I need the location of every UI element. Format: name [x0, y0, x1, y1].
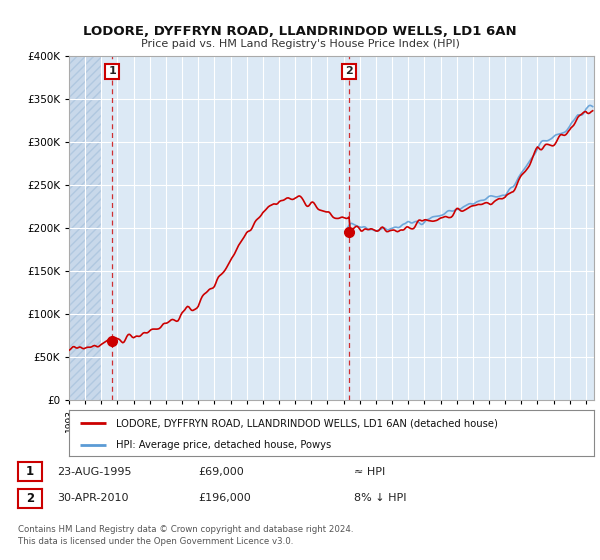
Text: 1: 1	[108, 67, 116, 77]
Text: £196,000: £196,000	[198, 493, 251, 503]
Text: 1: 1	[26, 465, 34, 478]
Text: ≈ HPI: ≈ HPI	[354, 466, 385, 477]
Text: HPI: Average price, detached house, Powys: HPI: Average price, detached house, Powy…	[116, 440, 331, 450]
Text: LODORE, DYFFRYN ROAD, LLANDRINDOD WELLS, LD1 6AN (detached house): LODORE, DYFFRYN ROAD, LLANDRINDOD WELLS,…	[116, 418, 498, 428]
Text: 23-AUG-1995: 23-AUG-1995	[57, 466, 131, 477]
Text: 30-APR-2010: 30-APR-2010	[57, 493, 128, 503]
Text: Price paid vs. HM Land Registry's House Price Index (HPI): Price paid vs. HM Land Registry's House …	[140, 39, 460, 49]
Text: 2: 2	[26, 492, 34, 505]
Text: 2: 2	[345, 67, 353, 77]
Text: £69,000: £69,000	[198, 466, 244, 477]
Text: Contains HM Land Registry data © Crown copyright and database right 2024.
This d: Contains HM Land Registry data © Crown c…	[18, 525, 353, 546]
Text: 8% ↓ HPI: 8% ↓ HPI	[354, 493, 407, 503]
Bar	[69, 56, 101, 400]
Text: LODORE, DYFFRYN ROAD, LLANDRINDOD WELLS, LD1 6AN: LODORE, DYFFRYN ROAD, LLANDRINDOD WELLS,…	[83, 25, 517, 38]
